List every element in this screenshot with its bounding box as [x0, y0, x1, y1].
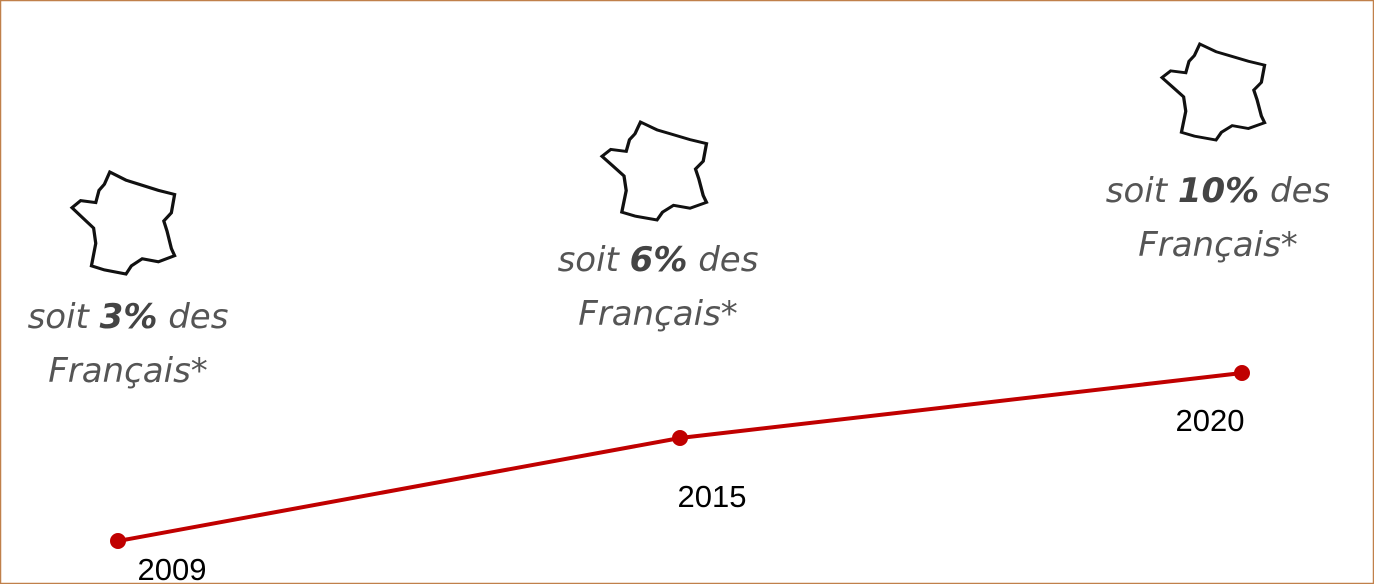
year-label: 2020 [1176, 403, 1245, 438]
caption-suffix: des [1270, 171, 1330, 211]
point [1234, 365, 1250, 381]
caption-value: 6% [630, 240, 688, 280]
caption-value: 3% [100, 297, 158, 337]
caption-line1: soit 3% des [28, 297, 229, 337]
caption-line2: Français* [578, 294, 738, 334]
caption-line1: soit 10% des [1106, 171, 1331, 211]
point [110, 533, 126, 549]
caption-prefix: soit [558, 240, 621, 280]
caption-value: 10% [1178, 171, 1259, 211]
caption-suffix: des [698, 240, 758, 280]
year-label: 2015 [678, 479, 747, 514]
caption-line2: Français* [48, 351, 208, 391]
caption-line1: soit 6% des [558, 240, 759, 280]
caption-prefix: soit [28, 297, 91, 337]
point [672, 430, 688, 446]
caption-suffix: des [168, 297, 228, 337]
caption-line2: Français* [1138, 225, 1298, 265]
year-label: 2009 [138, 552, 207, 584]
caption-prefix: soit [1106, 171, 1169, 211]
